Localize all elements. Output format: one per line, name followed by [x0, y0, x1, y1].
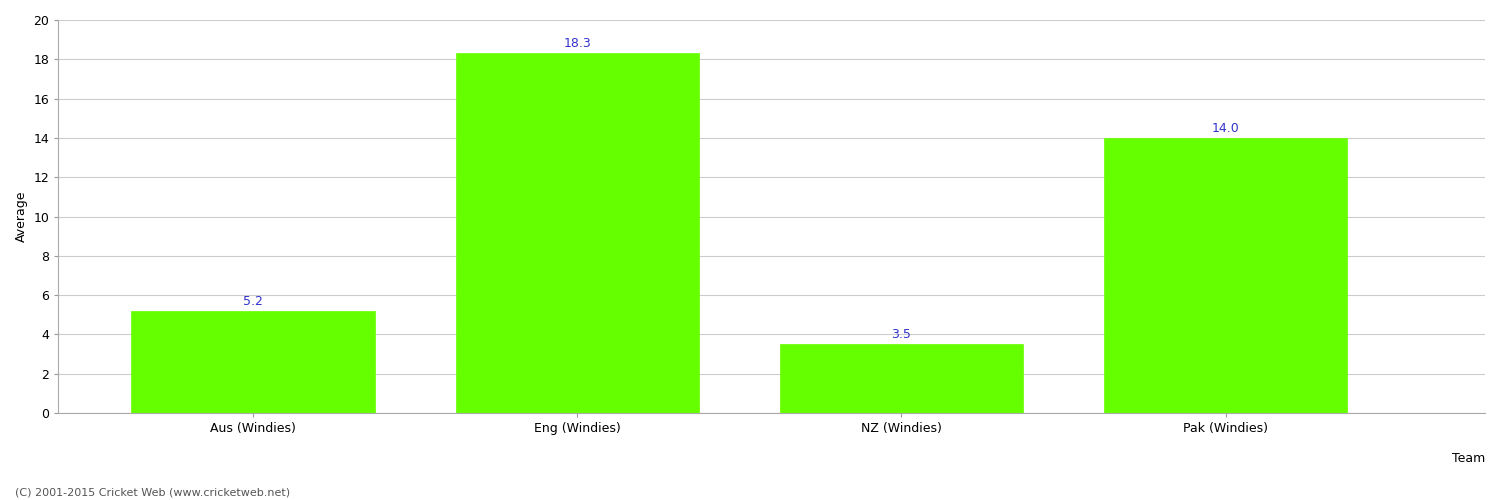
Text: 5.2: 5.2 — [243, 295, 262, 308]
Text: Team: Team — [1452, 452, 1485, 465]
Text: 18.3: 18.3 — [564, 38, 591, 51]
Bar — [456, 54, 699, 413]
Bar — [780, 344, 1023, 413]
Text: (C) 2001-2015 Cricket Web (www.cricketweb.net): (C) 2001-2015 Cricket Web (www.cricketwe… — [15, 488, 290, 498]
Text: 14.0: 14.0 — [1212, 122, 1239, 135]
Y-axis label: Average: Average — [15, 191, 28, 242]
Bar — [132, 311, 375, 413]
Text: 3.5: 3.5 — [891, 328, 912, 342]
Bar — [1104, 138, 1347, 413]
